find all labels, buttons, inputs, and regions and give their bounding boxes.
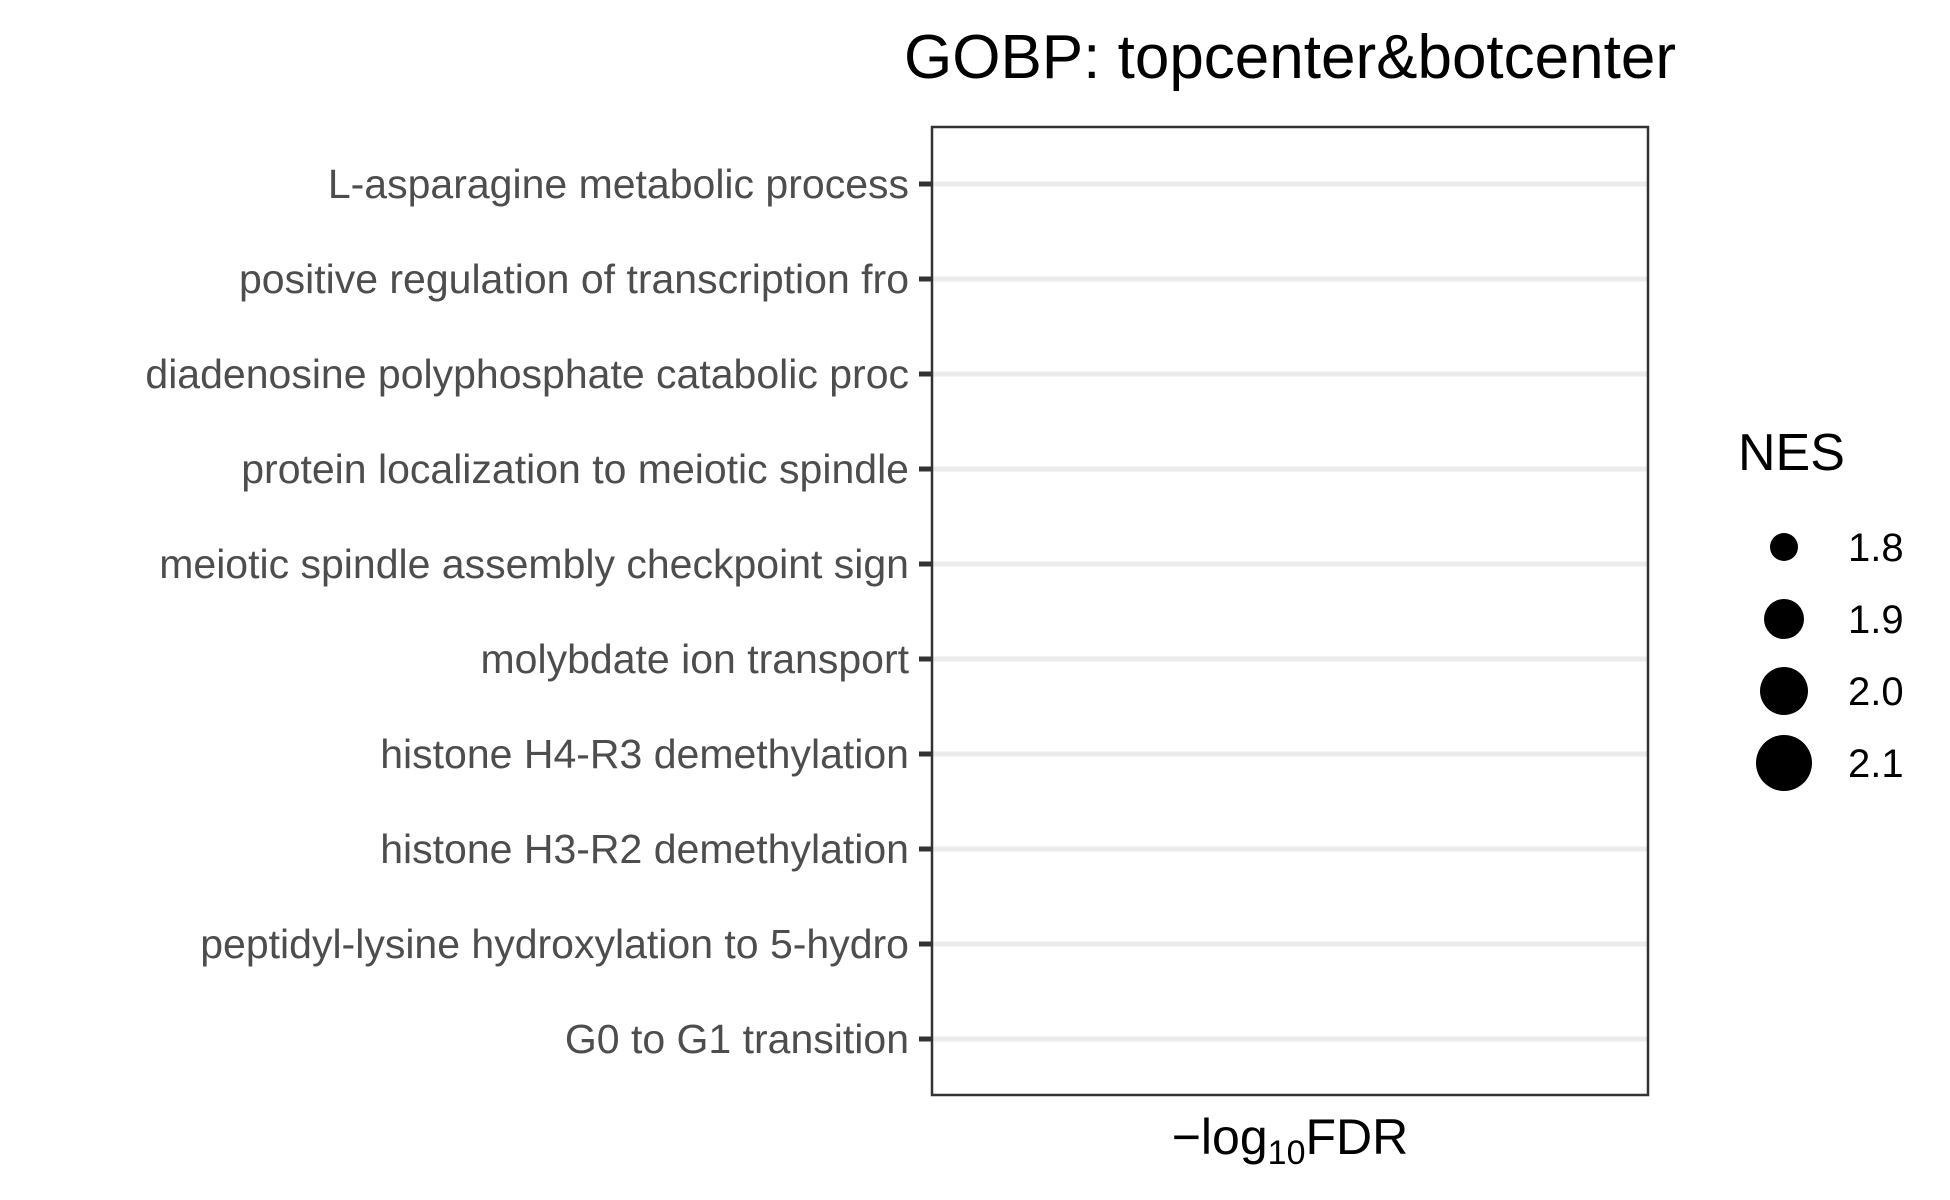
- y-tick-label: molybdate ion transport: [481, 636, 910, 682]
- x-axis-title-subscript: 10: [1268, 1134, 1306, 1172]
- gridlines: [932, 181, 1648, 1042]
- y-tick-label: histone H4-R3 demethylation: [380, 731, 909, 777]
- legend-entry-label: 1.8: [1848, 526, 1904, 570]
- legend-key-circle: [1756, 735, 1812, 791]
- plot-panel: [930, 125, 1650, 1097]
- y-tick-label: G0 to G1 transition: [565, 1016, 909, 1062]
- y-tick-label: L-asparagine metabolic process: [328, 161, 909, 207]
- legend-entry-label: 2.0: [1848, 670, 1904, 714]
- x-axis-title-suffix: FDR: [1306, 1109, 1409, 1165]
- legend-key-circle: [1770, 533, 1798, 561]
- y-tick-label: diadenosine polyphosphate catabolic proc: [145, 351, 909, 397]
- y-axis: L-asparagine metabolic process positive r…: [145, 161, 932, 1062]
- legend-entry-label: 2.1: [1848, 742, 1904, 786]
- y-tick-label: protein localization to meiotic spindle: [241, 446, 909, 492]
- y-tick-label: histone H3-R2 demethylation: [380, 826, 909, 872]
- legend-key-circle: [1764, 599, 1804, 639]
- x-axis-title: −log10FDR: [1172, 1109, 1409, 1172]
- legend-entry-label: 1.9: [1848, 598, 1904, 642]
- y-tick-label: positive regulation of transcription fro: [239, 256, 909, 302]
- chart-title: GOBP: topcenter&botcenter: [904, 23, 1676, 92]
- y-tick-label: peptidyl-lysine hydroxylation to 5-hydro: [200, 921, 909, 967]
- x-axis-title-prefix: −log: [1172, 1109, 1268, 1165]
- legend-key-circle: [1760, 667, 1808, 715]
- legend: NES 1.8 1.9 2.0 2.1: [1738, 424, 1904, 791]
- legend-title: NES: [1738, 424, 1845, 482]
- y-tick-label: meiotic spindle assembly checkpoint sign: [159, 541, 909, 587]
